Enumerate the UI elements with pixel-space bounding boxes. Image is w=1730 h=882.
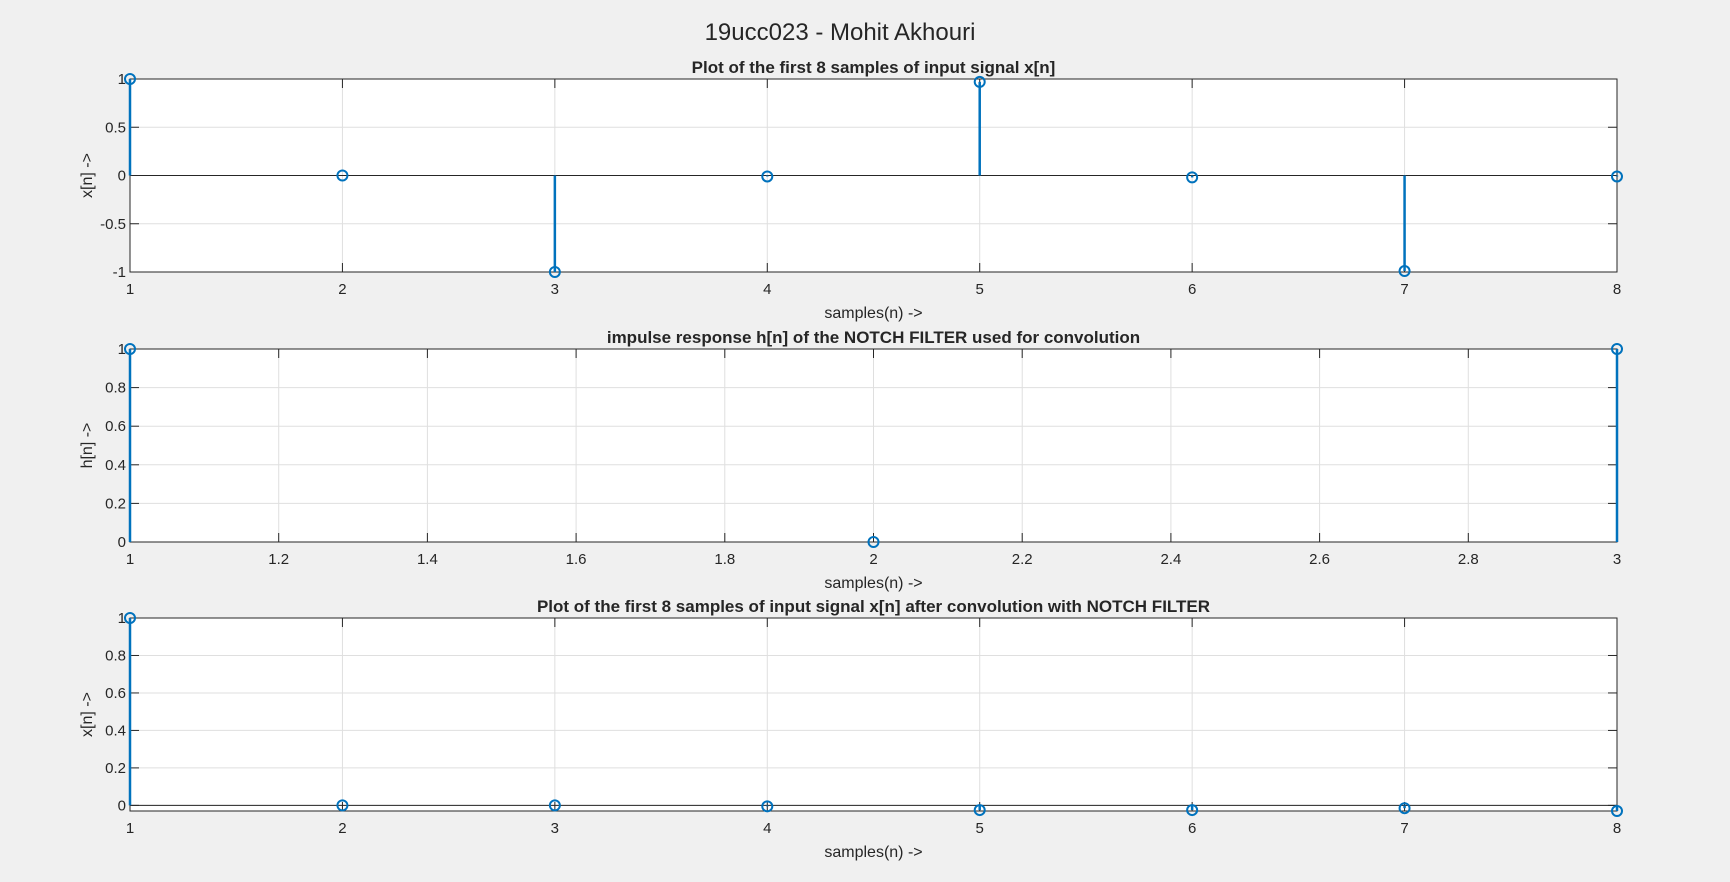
subplot-1: 1 2 3 4 5 6 7 8 -1 -0.5 0 0.5 1 Plot of the first 8 s… [79, 58, 1623, 322]
x-tick-label: 1.2 [268, 551, 289, 568]
y-tick-label: 0.5 [105, 119, 126, 136]
x-tick-label: 1.6 [566, 551, 587, 568]
x-tick-label: 2 [338, 281, 346, 298]
y-tick-label: -0.5 [100, 216, 126, 233]
stem-marker [1611, 343, 1623, 355]
x-axis-label: samples(n) -> [824, 844, 922, 861]
x-tick-label: 1 [126, 820, 134, 837]
subplot-title: Plot of the first 8 samples of input sig… [537, 597, 1210, 616]
x-tick-label: 7 [1400, 820, 1408, 837]
stem-marker [973, 75, 986, 88]
stem-marker [336, 799, 349, 812]
x-tick-label: 1 [126, 551, 134, 568]
stem-marker [548, 799, 561, 812]
y-tick-label: -1 [113, 264, 126, 281]
y-tick-label: 1 [118, 71, 126, 88]
x-tick-label: 1.8 [714, 551, 735, 568]
y-tick-label: 0 [118, 534, 126, 551]
x-tick-label: 3 [1613, 551, 1621, 568]
x-tick-label: 3 [551, 281, 559, 298]
x-tick-label: 4 [763, 281, 771, 298]
stem-marker [761, 800, 774, 813]
subplot-3: 1 2 3 4 5 6 7 8 0 0.2 0.4 0.6 0.8 1 Plot of the first … [79, 597, 1623, 861]
stem-marker [124, 343, 136, 355]
x-tick-label: 5 [976, 820, 984, 837]
y-axis-label: x[n] -> [79, 153, 96, 198]
y-tick-label: 0.2 [105, 760, 126, 777]
y-tick-label: 0.8 [105, 647, 126, 664]
y-tick-label: 0 [118, 797, 126, 814]
stem-marker [1611, 170, 1623, 183]
x-tick-label: 2.6 [1309, 551, 1330, 568]
stem-marker [973, 804, 986, 817]
x-tick-label: 6 [1188, 281, 1196, 298]
x-tick-label: 6 [1188, 820, 1196, 837]
stem-marker [1186, 171, 1199, 184]
y-axis-label: h[n] -> [79, 423, 96, 469]
axes-background [130, 618, 1617, 811]
stem-marker [1398, 265, 1411, 278]
x-tick-label: 1.4 [417, 551, 438, 568]
x-tick-label: 5 [976, 281, 984, 298]
x-tick-label: 8 [1613, 820, 1621, 837]
stem-marker [124, 73, 136, 85]
x-axis-label: samples(n) -> [824, 575, 922, 592]
y-tick-label: 0.6 [105, 685, 126, 702]
x-tick-label: 2.8 [1458, 551, 1479, 568]
x-tick-label: 7 [1400, 281, 1408, 298]
stem-marker [1611, 805, 1623, 817]
subplot-title: Plot of the first 8 samples of input sig… [692, 58, 1056, 77]
x-tick-label: 2.4 [1160, 551, 1181, 568]
stem-marker [761, 170, 774, 183]
subplot-2: 1 1.2 1.4 1.6 1.8 2 2.2 2.4 2.6 2.8 3 0 0.2 0.4 0.6 0.8… [79, 328, 1623, 592]
x-tick-label: 3 [551, 820, 559, 837]
y-tick-label: 0.6 [105, 418, 126, 435]
stem-marker [548, 266, 561, 278]
y-tick-label: 0.2 [105, 495, 126, 512]
x-tick-label: 1 [126, 281, 134, 298]
x-tick-label: 4 [763, 820, 771, 837]
stem-marker [867, 536, 880, 548]
x-tick-label: 8 [1613, 281, 1621, 298]
y-tick-label: 1 [118, 341, 126, 358]
y-tick-label: 1 [118, 610, 126, 627]
x-tick-label: 2 [338, 820, 346, 837]
x-tick-label: 2.2 [1012, 551, 1033, 568]
y-axis-label: x[n] -> [79, 692, 96, 737]
y-tick-label: 0.4 [105, 457, 126, 474]
figure-title: 19ucc023 - Mohit Akhouri [705, 19, 976, 46]
subplot-title: impulse response h[n] of the NOTCH FILTE… [607, 328, 1140, 347]
stem-marker [124, 612, 136, 624]
y-tick-label: 0.4 [105, 722, 126, 739]
stem-marker [1186, 804, 1199, 817]
x-axis-label: samples(n) -> [824, 305, 922, 322]
subplots: 1 2 3 4 5 6 7 8 -1 -0.5 0 0.5 1 Plot of the first 8 s… [79, 58, 1623, 861]
x-tick-label: 2 [869, 551, 877, 568]
y-tick-label: 0.8 [105, 380, 126, 397]
stem-marker [336, 169, 349, 182]
y-tick-label: 0 [118, 168, 126, 185]
stem-marker [1398, 802, 1411, 815]
